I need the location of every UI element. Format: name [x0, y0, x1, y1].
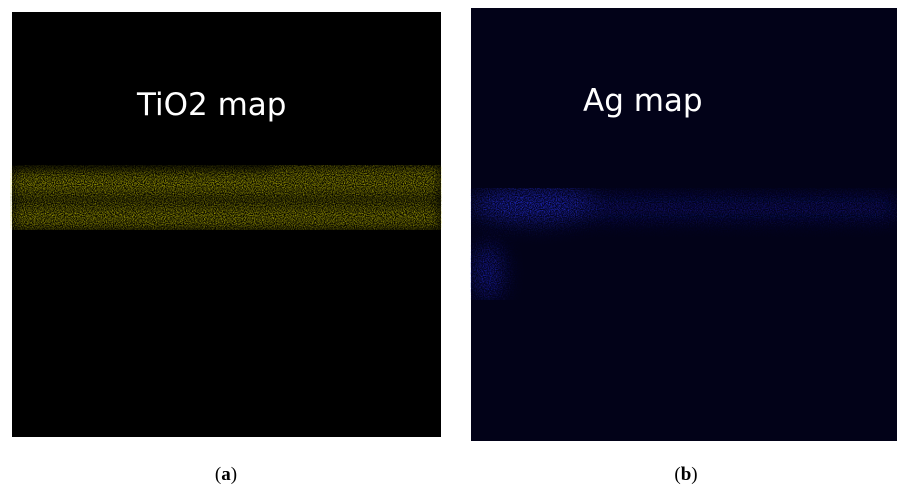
tio2-signal [10, 165, 442, 230]
caption-open: ( [674, 464, 680, 485]
panel-a: TiO2 map [10, 12, 442, 437]
caption: (b) [674, 464, 697, 485]
map-label: TiO2 map [136, 87, 286, 123]
caption-letter: b [681, 464, 692, 485]
caption-close: ) [691, 464, 697, 485]
ag-signal [470, 188, 897, 300]
caption: (a) [215, 464, 237, 485]
panel-b: Ag map [470, 8, 897, 441]
map-label: Ag map [583, 83, 703, 119]
caption-close: ) [231, 464, 237, 485]
caption-letter: a [221, 464, 231, 485]
caption-open: ( [215, 464, 221, 485]
map-background [471, 8, 897, 441]
